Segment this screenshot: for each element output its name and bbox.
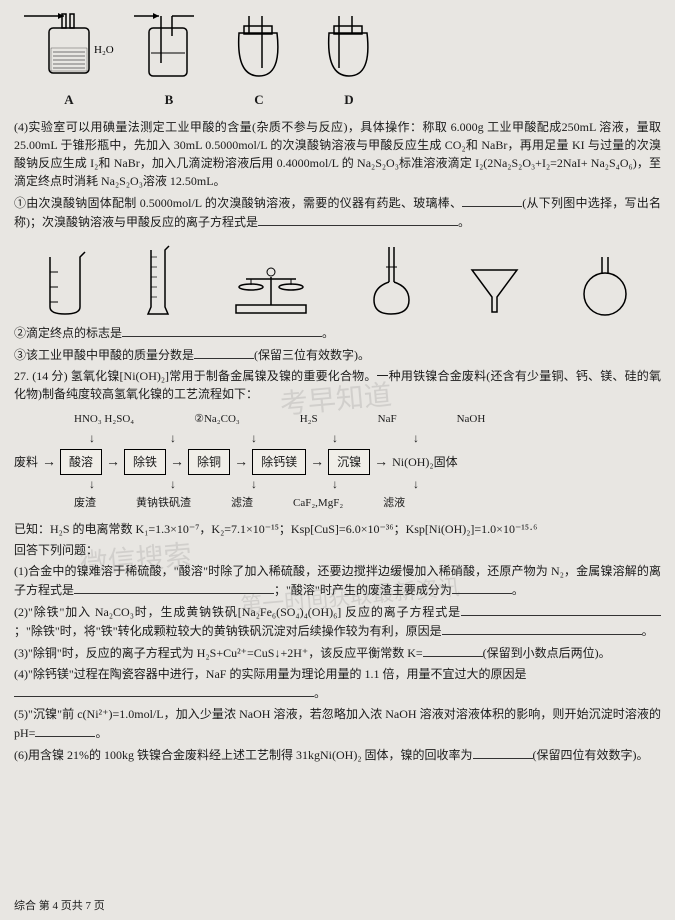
q27-sub6-text: (6)用含镍 21%的 100kg 铁镍合金废料经上述工艺制得 31kgNi(O… <box>14 748 473 762</box>
q4-sub1-text: ①由次溴酸钠固体配制 0.5000mol/L 的次溴酸钠溶液，需要的仪器有药匙、… <box>14 196 462 210</box>
collection-bottle-c-icon <box>224 8 294 88</box>
down-arrow-icon: ↓ <box>332 429 338 447</box>
glassware-row <box>14 237 661 317</box>
apparatus-c: C <box>224 8 294 110</box>
graduated-cylinder-icon <box>143 242 173 317</box>
down-arrow-icon: ↓ <box>251 475 257 493</box>
blank-field[interactable] <box>194 345 254 359</box>
flow-box: 除钙镁 <box>252 449 306 475</box>
arrow-icon: → <box>310 452 324 473</box>
gas-generator-icon: H₂O <box>24 8 114 88</box>
q27-sub6: (6)用含镍 21%的 100kg 铁镍合金废料经上述工艺制得 31kgNi(O… <box>14 745 661 764</box>
label-d: D <box>314 90 384 110</box>
down-arrow-icon: ↓ <box>332 475 338 493</box>
round-bottom-flask-icon <box>575 252 635 317</box>
blank-field[interactable] <box>473 745 533 759</box>
volumetric-flask-icon <box>369 242 414 317</box>
flow-inputs: HNO₃ H₂SO₄ ②Na₂CO₃ H₂S NaF NaOH <box>14 411 661 428</box>
flow-input: ②Na₂CO₃ <box>194 411 240 428</box>
q27-sub5: (5)"沉镍"前 c(Ni²⁺)=1.0mol/L，加入少量浓 NaOH 溶液，… <box>14 705 661 742</box>
q27-sub4-text: (4)"除钙镁"过程在陶瓷容器中进行，NaF 的实际用量为理论用量的 1.1 倍… <box>14 667 526 681</box>
blank-field[interactable] <box>122 323 322 337</box>
blank-field[interactable] <box>423 643 483 657</box>
q4-sub3-text: ③该工业甲酸中甲酸的质量分数是 <box>14 348 194 362</box>
blank-field[interactable] <box>35 723 95 737</box>
flow-output: CaF₂,MgF₂ <box>293 495 343 512</box>
arrow-icon: → <box>106 452 120 473</box>
collection-bottle-d-icon <box>314 8 384 88</box>
q4-sub2: ②滴定终点的标志是。 <box>14 323 661 342</box>
page-footer: 综合 第 4 页共 7 页 <box>14 898 105 915</box>
q4-intro: (4)实验室可以用碘量法测定工业甲酸的含量(杂质不参与反应)，具体操作：称取 6… <box>14 118 661 190</box>
blank-field[interactable] <box>462 193 522 207</box>
flow-output: 黄钠铁矾渣 <box>136 495 191 512</box>
flow-output: 滤渣 <box>231 495 253 512</box>
beaker-icon <box>40 242 90 317</box>
blank-field[interactable] <box>74 580 274 594</box>
q27-sub2: (2)"除铁"加入 Na₂CO₃时，生成黄钠铁矾[Na₂Fe₆(SO₄)₄(OH… <box>14 602 661 640</box>
q27-sub2-tail: ；"除铁"时，将"铁"转化成颗粒较大的黄钠铁矾沉淀对后续操作较为有利，原因是 <box>14 624 442 638</box>
h2o-label: H₂O <box>94 44 114 56</box>
q4-sub1: ①由次溴酸钠固体配制 0.5000mol/L 的次溴酸钠溶液，需要的仪器有药匙、… <box>14 193 661 231</box>
process-flowchart: HNO₃ H₂SO₄ ②Na₂CO₃ H₂S NaF NaOH ↓ ↓ ↓ ↓ … <box>14 411 661 512</box>
down-arrow-icon: ↓ <box>413 475 419 493</box>
down-arrow-icon: ↓ <box>89 475 95 493</box>
q27-sub4: (4)"除钙镁"过程在陶瓷容器中进行，NaF 的实际用量为理论用量的 1.1 倍… <box>14 665 661 702</box>
q27-sub6-tail: (保留四位有效数字)。 <box>533 748 649 762</box>
blank-field[interactable] <box>14 683 314 697</box>
flow-box: 除铁 <box>124 449 166 475</box>
apparatus-b: B <box>134 8 204 110</box>
down-arrow-icon: ↓ <box>413 429 419 447</box>
q27-sub3-text: (3)"除铜"时，反应的离子方程式为 H₂S+Cu²⁺=CuS↓+2H⁺，该反应… <box>14 646 423 660</box>
flow-input: NaF <box>378 411 397 428</box>
q27-sub3-tail: (保留到小数点后两位)。 <box>483 646 611 660</box>
flow-output: 滤液 <box>383 495 405 512</box>
flow-box: 沉镍 <box>328 449 370 475</box>
label-b: B <box>134 90 204 110</box>
q27-sub1: (1)合金中的镍难溶于稀硫酸，"酸溶"时除了加入稀硫酸，还要边搅拌边缓慢加入稀硝… <box>14 562 661 599</box>
q27-sub5-text: (5)"沉镍"前 c(Ni²⁺)=1.0mol/L，加入少量浓 NaOH 溶液，… <box>14 707 661 740</box>
apparatus-a: H₂O A <box>24 8 114 110</box>
blank-field[interactable] <box>461 602 661 616</box>
q27-sub2-text: (2)"除铁"加入 Na₂CO₃时，生成黄钠铁矾[Na₂Fe₆(SO₄)₄(OH… <box>14 605 461 619</box>
q27-answer-intro: 回答下列问题： <box>14 541 661 559</box>
q4-sub2-text: ②滴定终点的标志是 <box>14 326 122 340</box>
balance-scale-icon <box>226 257 316 317</box>
flow-input: H₂S <box>300 411 318 428</box>
label-c: C <box>224 90 294 110</box>
flow-output: 废渣 <box>74 495 96 512</box>
flow-outputs: 废渣 黄钠铁矾渣 滤渣 CaF₂,MgF₂ 滤液 <box>14 495 661 512</box>
gas-washing-bottle-icon <box>134 8 204 88</box>
q27-sub3: (3)"除铜"时，反应的离子方程式为 H₂S+Cu²⁺=CuS↓+2H⁺，该反应… <box>14 643 661 662</box>
flow-input: NaOH <box>457 411 486 428</box>
arrow-icon: → <box>170 452 184 473</box>
down-arrow-icon: ↓ <box>89 429 95 447</box>
flow-boxes-row: 废料 → 酸溶 → 除铁 → 除铜 → 除钙镁 → 沉镍 → Ni(OH)₂固体 <box>14 449 661 475</box>
flow-down-arrows: ↓ ↓ ↓ ↓ ↓ <box>14 475 661 493</box>
q27-known: 已知：H₂S 的电离常数 K₁=1.3×10⁻⁷，K₂=7.1×10⁻¹⁵；Ks… <box>14 520 661 538</box>
down-arrow-icon: ↓ <box>170 429 176 447</box>
q4-sub3-tail: (保留三位有效数字)。 <box>254 348 370 362</box>
flow-start: 废料 <box>14 453 38 471</box>
funnel-icon <box>467 262 522 317</box>
blank-field[interactable] <box>442 621 642 635</box>
arrow-icon: → <box>374 452 388 473</box>
down-arrow-icon: ↓ <box>170 475 176 493</box>
flow-box: 酸溶 <box>60 449 102 475</box>
apparatus-d: D <box>314 8 384 110</box>
flow-box: 除铜 <box>188 449 230 475</box>
down-arrow-icon: ↓ <box>251 429 257 447</box>
blank-field[interactable] <box>452 580 512 594</box>
flow-input: HNO₃ H₂SO₄ <box>74 411 134 428</box>
q4-sub3: ③该工业甲酸中甲酸的质量分数是 (保留三位有效数字)。 <box>14 345 661 364</box>
label-a: A <box>24 90 114 110</box>
q27-header: 27. (14 分) 氢氧化镍[Ni(OH)₂]常用于制备金属镍及镍的重要化合物… <box>14 367 661 403</box>
apparatus-row: H₂O A B C D <box>14 8 661 110</box>
flow-end: Ni(OH)₂固体 <box>392 453 458 471</box>
q27-sub1-tail: ；"酸溶"时产生的废渣主要成分为 <box>274 583 452 597</box>
arrow-icon: → <box>42 452 56 473</box>
flow-down-arrows: ↓ ↓ ↓ ↓ ↓ <box>14 429 661 447</box>
arrow-icon: → <box>234 452 248 473</box>
blank-field[interactable] <box>258 212 458 226</box>
